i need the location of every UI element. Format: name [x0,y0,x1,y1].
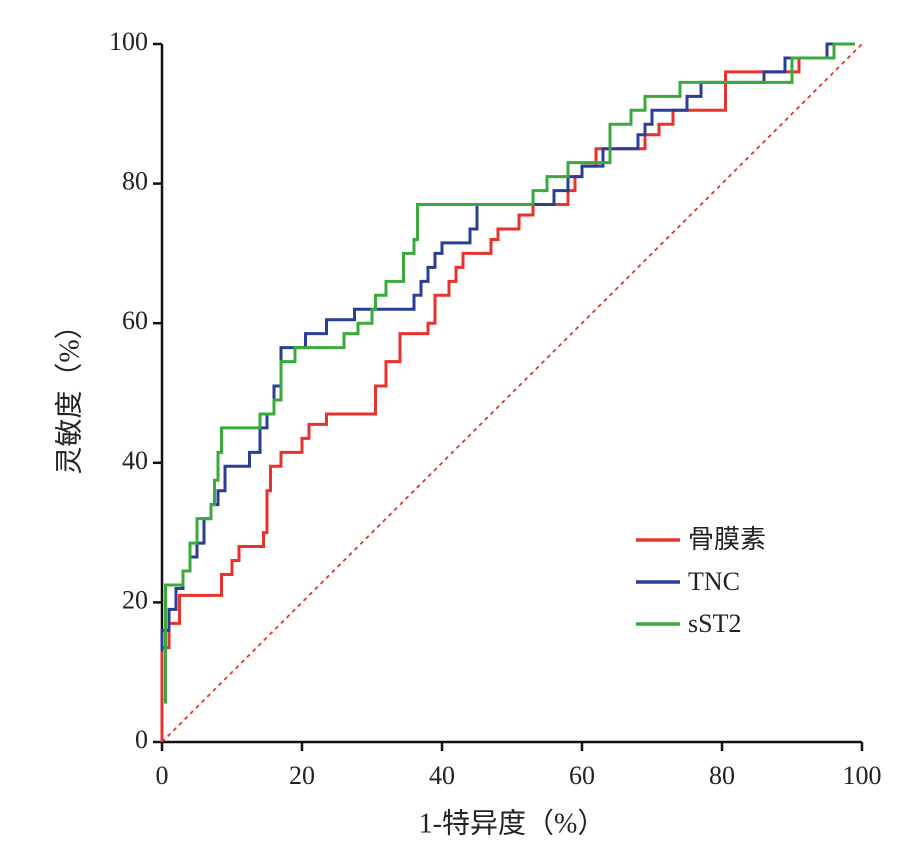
y-tick-label: 60 [122,306,148,335]
x-tick-label: 80 [709,761,735,790]
x-axis-label: 1-特异度（%） [419,807,606,839]
legend-label: TNC [688,567,740,596]
legend-label: sST2 [688,609,741,638]
y-axis-label: 灵敏度（%） [53,311,85,474]
roc-line [160,42,855,742]
x-tick-label: 40 [429,761,455,790]
y-tick-label: 80 [122,167,148,196]
y-tick-label: 0 [135,725,148,754]
roc-line [164,42,855,704]
y-tick-label: 40 [122,446,148,475]
x-tick-label: 0 [156,761,169,790]
roc-line [160,42,855,652]
reference-line [161,43,863,743]
x-tick-label: 20 [289,761,315,790]
y-tick-label: 100 [109,27,148,56]
y-tick-label: 20 [122,585,148,614]
x-tick-label: 60 [569,761,595,790]
legend-label: 骨膜素 [688,525,766,554]
x-tick-label: 100 [843,761,882,790]
